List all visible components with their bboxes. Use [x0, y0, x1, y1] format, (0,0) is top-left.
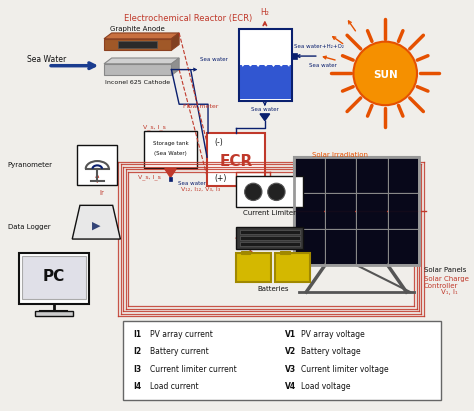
Text: PV array voltage: PV array voltage [301, 330, 365, 339]
Circle shape [245, 183, 262, 201]
Bar [326, 158, 356, 192]
Text: Storage tank: Storage tank [153, 141, 188, 146]
Text: Current Limiter: Current Limiter [243, 210, 296, 216]
Circle shape [354, 42, 417, 105]
Text: Current limiter voltage: Current limiter voltage [301, 365, 389, 374]
Bar [35, 311, 73, 316]
Bar [357, 230, 387, 264]
Bar [236, 254, 271, 282]
Text: I4: I4 [133, 382, 141, 391]
Text: Battery current: Battery current [150, 347, 209, 356]
Text: Pyranometer: Pyranometer [8, 162, 53, 168]
Bar [357, 158, 387, 192]
Text: Load current: Load current [150, 382, 199, 391]
Text: Sea water+H₂+O₂: Sea water+H₂+O₂ [294, 44, 344, 49]
Text: V₁, I₁: V₁, I₁ [441, 289, 458, 295]
Text: V3: V3 [285, 365, 296, 374]
Text: Battery voltage: Battery voltage [301, 347, 361, 356]
Bar [294, 157, 419, 265]
Bar [389, 194, 418, 228]
Bar [123, 321, 441, 400]
Polygon shape [104, 33, 179, 39]
Polygon shape [172, 33, 179, 50]
Bar [240, 242, 300, 246]
Bar [389, 230, 418, 264]
Text: V2: V2 [285, 347, 296, 356]
Bar [118, 41, 157, 48]
Circle shape [268, 183, 285, 201]
Polygon shape [172, 58, 179, 75]
Text: SUN: SUN [373, 70, 398, 80]
Text: I3: I3 [133, 365, 141, 374]
Text: V₁₂, I₁₂, V₃, I₃: V₁₂, I₁₂, V₃, I₃ [181, 187, 220, 192]
Text: (-): (-) [215, 138, 224, 147]
Bar [240, 231, 300, 234]
Polygon shape [104, 58, 179, 64]
Text: (Sea Water): (Sea Water) [154, 151, 187, 156]
Bar [280, 251, 290, 254]
Text: V1: V1 [285, 330, 296, 339]
Text: Sea Water: Sea Water [27, 55, 66, 65]
Text: I1: I1 [133, 330, 141, 339]
Text: Sea water: Sea water [201, 58, 228, 62]
Bar [207, 133, 265, 186]
Text: Sea water: Sea water [178, 181, 206, 186]
Text: Solar Charge: Solar Charge [424, 275, 469, 282]
Text: PV array current: PV array current [150, 330, 213, 339]
Text: Current limiter current: Current limiter current [150, 365, 237, 374]
Text: Sea water: Sea water [309, 63, 337, 68]
Bar [22, 256, 86, 299]
Bar [236, 176, 303, 207]
Bar [239, 29, 292, 102]
Bar [236, 228, 303, 249]
Text: Sea water: Sea water [251, 106, 279, 111]
Bar [145, 131, 198, 168]
Text: V_s, I_s: V_s, I_s [143, 125, 165, 130]
Text: V_s, I_s: V_s, I_s [138, 175, 161, 180]
Text: Flow meter: Flow meter [183, 104, 219, 109]
Bar [295, 230, 324, 264]
Bar [357, 194, 387, 228]
Bar [292, 53, 297, 59]
Text: V4: V4 [285, 382, 296, 391]
Bar [294, 157, 419, 265]
Bar [19, 254, 89, 304]
Bar [326, 230, 356, 264]
Text: Ir: Ir [99, 190, 104, 196]
Polygon shape [164, 169, 176, 178]
Text: Controller: Controller [424, 283, 458, 289]
Text: H₂: H₂ [260, 8, 269, 17]
Text: ECR: ECR [219, 154, 253, 169]
Bar [241, 251, 250, 254]
Bar [240, 236, 300, 240]
Text: Solar Irradiation: Solar Irradiation [312, 152, 368, 158]
Bar [275, 254, 310, 282]
Bar [295, 194, 324, 228]
Text: I2: I2 [133, 347, 141, 356]
Text: Graphite Anode: Graphite Anode [110, 26, 165, 32]
Text: Solar Panels: Solar Panels [424, 267, 466, 273]
Text: Inconel 625 Cathode: Inconel 625 Cathode [105, 80, 170, 85]
Bar [295, 158, 324, 192]
Bar [240, 65, 291, 99]
Text: Load voltage: Load voltage [301, 382, 351, 391]
Bar [169, 178, 173, 181]
Text: Electrochemical Reactor (ECR): Electrochemical Reactor (ECR) [124, 14, 252, 23]
Text: ▶: ▶ [92, 221, 100, 231]
Text: Data Logger: Data Logger [8, 224, 50, 231]
Polygon shape [260, 114, 270, 120]
Bar [104, 64, 172, 75]
Text: (+): (+) [215, 174, 227, 183]
Bar [326, 194, 356, 228]
Text: PC: PC [43, 269, 65, 284]
Bar [77, 145, 118, 185]
Text: Batteries: Batteries [258, 286, 289, 292]
Bar [104, 39, 172, 50]
Bar [389, 158, 418, 192]
Polygon shape [72, 206, 120, 239]
